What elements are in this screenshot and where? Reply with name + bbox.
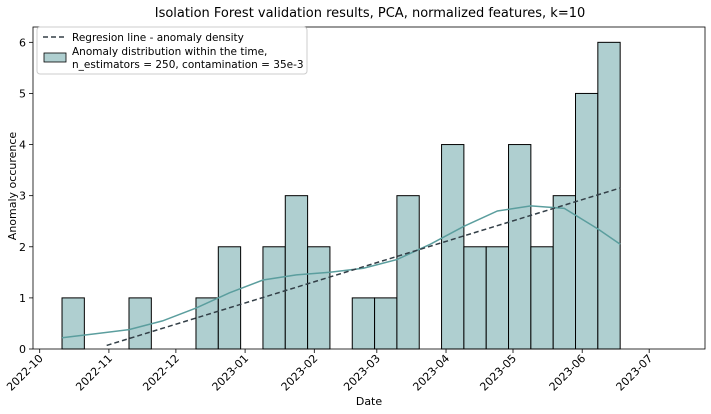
- histogram-bar: [217, 246, 242, 350]
- y-axis-label: Anomaly occurence: [6, 132, 19, 241]
- histogram-bar: [374, 297, 398, 350]
- x-tick-label: 2023-01: [210, 352, 252, 394]
- regression-line: [106, 187, 621, 347]
- histogram-bar: [552, 195, 577, 350]
- legend: Regresion line - anomaly density Anomaly…: [36, 26, 308, 75]
- x-tick-label: 2022-11: [73, 352, 115, 394]
- y-tick-label: 0: [19, 343, 26, 356]
- x-tick-label: 2022-12: [140, 352, 182, 394]
- y-tick-label: 2: [19, 241, 26, 254]
- histogram-bar: [351, 297, 376, 350]
- chart-title: Isolation Forest validation results, PCA…: [155, 6, 586, 21]
- x-axis-label: Date: [356, 395, 383, 408]
- legend-regression-label: Regresion line - anomaly density: [72, 32, 244, 44]
- histogram-bar: [61, 297, 85, 350]
- plot-area: 0 1 2 3 4 5 6 2022-10 2022-11 2022-12 2023-01 2023-…: [4, 26, 706, 394]
- x-tick-label: 2023-05: [477, 352, 519, 394]
- x-tick-label: 2023-06: [547, 352, 589, 394]
- x-tick-label: 2022-10: [4, 352, 46, 394]
- histogram-bar: [530, 246, 554, 350]
- legend-distribution-label: Anomaly distribution within the time, n_…: [72, 46, 304, 71]
- histogram-bar: [485, 246, 510, 350]
- histogram-bar: [195, 297, 219, 350]
- y-tick-label: 3: [19, 190, 26, 203]
- histogram-bar: [262, 246, 286, 350]
- legend-distribution-swatch: [43, 52, 67, 63]
- x-tick-label: 2023-07: [614, 352, 656, 394]
- histogram-bar: [396, 195, 420, 350]
- histogram-bar: [307, 246, 331, 350]
- histogram-bar: [128, 297, 152, 350]
- x-tick-label: 2023-02: [279, 352, 321, 394]
- y-tick-label: 6: [19, 36, 26, 49]
- x-tick-label: 2023-04: [410, 352, 452, 394]
- y-tick-label: 1: [19, 292, 26, 305]
- histogram-bar: [597, 41, 621, 350]
- histogram-bar: [508, 144, 532, 350]
- histogram-bar: [441, 144, 465, 350]
- histogram-bar: [284, 195, 309, 350]
- axes-frame: [32, 26, 706, 350]
- y-tick-label: 4: [19, 139, 26, 152]
- kde-curve: [61, 205, 621, 339]
- y-tick-label: 5: [19, 87, 26, 100]
- histogram-bar: [463, 246, 487, 350]
- x-tick-label: 2023-03: [341, 352, 383, 394]
- legend-frame: [36, 26, 308, 75]
